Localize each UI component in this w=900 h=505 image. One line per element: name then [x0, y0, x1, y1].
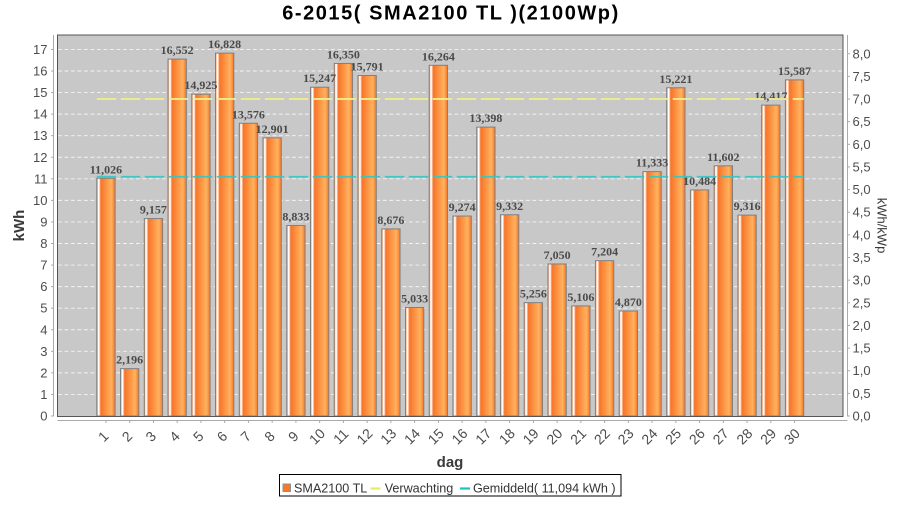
svg-text:4: 4 [40, 322, 47, 337]
svg-text:7: 7 [40, 258, 47, 273]
svg-text:5,256: 5,256 [520, 287, 547, 301]
svg-text:11,602: 11,602 [707, 150, 739, 164]
svg-text:7,050: 7,050 [544, 248, 571, 262]
svg-text:8,833: 8,833 [282, 210, 309, 224]
svg-text:10: 10 [33, 193, 47, 208]
svg-text:3,5: 3,5 [853, 250, 871, 265]
svg-text:5,5: 5,5 [853, 159, 871, 174]
svg-text:6: 6 [40, 279, 47, 294]
svg-text:16,552: 16,552 [161, 43, 194, 57]
svg-text:13,576: 13,576 [232, 107, 265, 121]
svg-text:4,0: 4,0 [853, 227, 871, 242]
svg-text:2,5: 2,5 [853, 295, 871, 310]
svg-text:11: 11 [34, 171, 48, 186]
svg-text:0,5: 0,5 [853, 386, 871, 401]
svg-text:14: 14 [33, 107, 47, 122]
svg-text:4,870: 4,870 [615, 295, 642, 309]
svg-text:1,5: 1,5 [853, 341, 871, 356]
svg-text:15,247: 15,247 [303, 71, 336, 85]
svg-text:SMA2100 TL: SMA2100 TL [294, 482, 367, 496]
svg-text:12,901: 12,901 [256, 122, 289, 136]
svg-text:11,333: 11,333 [636, 156, 668, 170]
svg-text:14,417: 14,417 [754, 89, 787, 103]
svg-text:8: 8 [40, 236, 47, 251]
svg-text:7,0: 7,0 [853, 92, 871, 107]
svg-text:16,264: 16,264 [422, 49, 455, 63]
svg-text:2,0: 2,0 [853, 318, 871, 333]
svg-text:15: 15 [33, 85, 47, 100]
svg-text:9,316: 9,316 [734, 199, 761, 213]
svg-text:11,026: 11,026 [90, 162, 122, 176]
svg-text:16,828: 16,828 [208, 37, 241, 51]
svg-text:3: 3 [40, 344, 47, 359]
svg-text:15,221: 15,221 [659, 72, 692, 86]
svg-text:Gemiddeld( 11,094 kWh ): Gemiddeld( 11,094 kWh ) [473, 482, 616, 496]
svg-text:1,0: 1,0 [853, 363, 871, 378]
svg-text:2: 2 [40, 365, 47, 380]
svg-text:5,106: 5,106 [567, 290, 594, 304]
svg-text:kWh/kWp: kWh/kWp [875, 198, 890, 254]
svg-text:0,0: 0,0 [853, 409, 871, 424]
svg-text:9: 9 [40, 214, 47, 229]
svg-text:2,196: 2,196 [116, 353, 143, 367]
svg-text:15,587: 15,587 [778, 64, 811, 78]
svg-text:6,5: 6,5 [853, 114, 871, 129]
svg-text:7,5: 7,5 [853, 69, 871, 84]
svg-text:5: 5 [40, 301, 47, 316]
svg-text:13,398: 13,398 [469, 111, 502, 125]
svg-text:16,350: 16,350 [327, 47, 360, 61]
svg-text:15,791: 15,791 [351, 60, 384, 74]
svg-text:8,676: 8,676 [377, 213, 404, 227]
svg-text:Verwachting: Verwachting [385, 482, 454, 496]
svg-text:4,5: 4,5 [853, 205, 871, 220]
svg-text:12: 12 [33, 150, 47, 165]
svg-text:17: 17 [33, 42, 47, 57]
svg-text:14,925: 14,925 [184, 78, 217, 92]
svg-text:1: 1 [40, 387, 47, 402]
svg-text:8,0: 8,0 [853, 46, 871, 61]
svg-text:9,332: 9,332 [496, 199, 523, 213]
svg-text:5,033: 5,033 [401, 291, 428, 305]
svg-text:9,157: 9,157 [140, 203, 167, 217]
svg-text:16: 16 [33, 64, 47, 79]
svg-text:dag: dag [437, 454, 464, 471]
svg-text:9,274: 9,274 [449, 200, 476, 214]
svg-text:kWh: kWh [11, 210, 28, 242]
svg-text:6-2015( SMA2100 TL )(2100Wp): 6-2015( SMA2100 TL )(2100Wp) [282, 3, 620, 25]
svg-text:7,204: 7,204 [591, 245, 618, 259]
svg-text:3,0: 3,0 [853, 273, 871, 288]
svg-text:6,0: 6,0 [853, 137, 871, 152]
svg-text:0: 0 [40, 409, 47, 424]
svg-text:5,0: 5,0 [853, 182, 871, 197]
svg-text:13: 13 [33, 128, 47, 143]
